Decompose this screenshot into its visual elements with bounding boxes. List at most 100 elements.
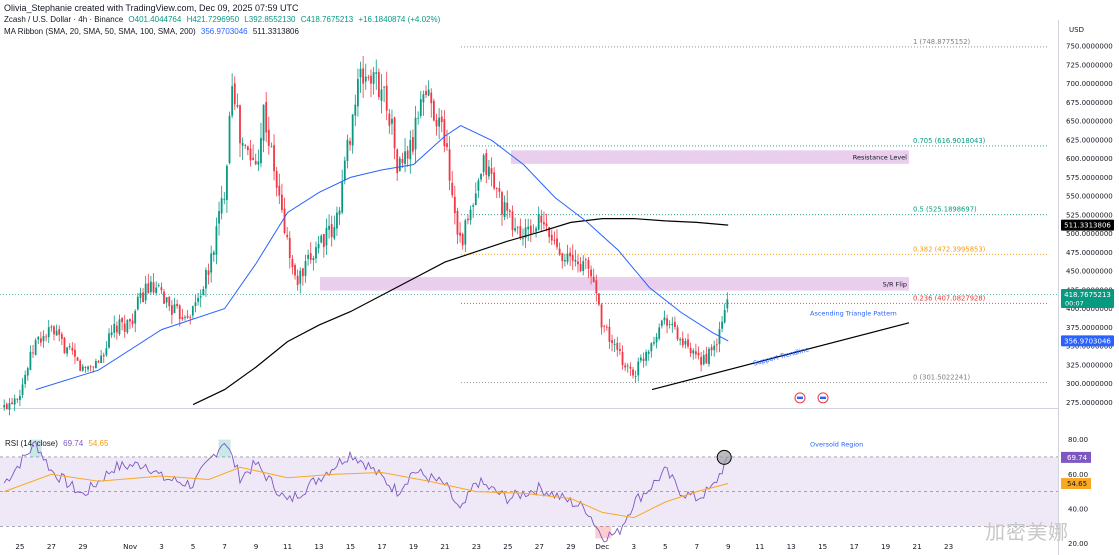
y-tick-label: 475.0000000	[1066, 249, 1113, 257]
y-tick-label: 275.0000000	[1066, 399, 1113, 407]
candle-body	[244, 145, 247, 147]
candle-body	[87, 366, 89, 370]
fib-label: 0 (301.5022241)	[913, 373, 971, 381]
candle-body	[47, 327, 50, 338]
candle-body	[694, 351, 697, 355]
candle-body	[357, 78, 359, 107]
low-value: L392.8552130	[244, 15, 296, 24]
rsi-overbought-fill	[218, 439, 231, 457]
x-tick-label: 7	[694, 542, 699, 551]
symbol-name[interactable]: Zcash / U.S. Dollar · 4h · Binance	[4, 15, 124, 24]
rsi-ma-line	[4, 466, 729, 519]
candle-body	[367, 76, 370, 78]
candle-body	[603, 325, 606, 327]
candle-body	[511, 211, 514, 231]
candle-body	[95, 360, 97, 369]
candle-body	[13, 398, 16, 405]
candle-body	[309, 253, 312, 260]
candle-body	[574, 259, 577, 262]
candle-body	[315, 247, 317, 259]
candle-body	[611, 340, 613, 344]
indicator-info: MA Ribbon (SMA, 20, SMA, 50, SMA, 100, S…	[4, 26, 1054, 38]
candle-body	[81, 366, 84, 371]
y-tick-label: 550.0000000	[1066, 193, 1113, 201]
candle-body	[330, 224, 333, 237]
candle-body	[136, 296, 139, 310]
candle-body	[160, 287, 163, 291]
candle-body	[506, 202, 509, 211]
candle-body	[477, 180, 480, 191]
x-tick-label: 19	[409, 542, 419, 551]
candle-body	[723, 309, 726, 323]
candle-body	[333, 227, 336, 239]
x-tick-label: 7	[222, 542, 227, 551]
candle-body	[286, 234, 289, 238]
candle-body	[254, 160, 257, 165]
candle-body	[498, 188, 501, 192]
candle-body	[501, 192, 503, 215]
price-tag	[1061, 219, 1114, 231]
candle-body	[170, 305, 173, 315]
candle-body	[5, 403, 8, 410]
candle-body	[26, 368, 29, 376]
rsi-title[interactable]: RSI (14, close)	[5, 439, 58, 448]
candle-body	[359, 68, 362, 78]
x-tick-label: 11	[283, 542, 292, 551]
symbol-info: Zcash / U.S. Dollar · 4h · Binance O401.…	[4, 14, 1054, 26]
candle-body	[231, 86, 234, 116]
candle-body	[92, 366, 95, 368]
candle-body	[134, 310, 137, 324]
candle-body	[168, 296, 171, 307]
y-tick-label: 600.0000000	[1066, 155, 1113, 163]
rsi-annotation: Oversold Region	[810, 441, 863, 449]
candle-body	[150, 281, 152, 293]
candle-body	[252, 157, 254, 160]
candle-body	[488, 166, 490, 177]
candle-body	[79, 360, 82, 371]
support-trendline	[651, 322, 910, 391]
candle-body	[157, 285, 160, 287]
candle-body	[639, 357, 642, 361]
candle-body	[710, 347, 713, 351]
candle-body	[464, 220, 467, 245]
candle-body	[650, 343, 653, 352]
y-tick-label: 325.0000000	[1066, 361, 1113, 369]
x-tick-label: 21	[440, 542, 449, 551]
candle-body	[283, 208, 286, 234]
candle-body	[341, 181, 344, 213]
candle-body	[63, 337, 66, 354]
price-tag-label: 418.7675213	[1064, 291, 1111, 299]
open-value: O401.4044764	[128, 15, 182, 24]
rsi-value-tag-label: 69.74	[1067, 454, 1088, 462]
candle-body	[409, 140, 412, 160]
candle-body	[645, 352, 647, 361]
zone-label: S/R Flip	[883, 280, 907, 288]
x-tick-label: 13	[787, 542, 796, 551]
candle-body	[613, 344, 616, 345]
candle-body	[50, 326, 53, 328]
candle-body	[440, 116, 443, 123]
candle-body	[144, 283, 147, 301]
candle-body	[343, 160, 346, 181]
candle-body	[385, 85, 388, 111]
candle-body	[608, 326, 611, 342]
candle-body	[535, 228, 537, 232]
candle-body	[600, 304, 603, 328]
candle-body	[380, 89, 383, 101]
candle-body	[540, 215, 543, 223]
y-tick-label: 525.0000000	[1066, 211, 1113, 219]
candle-body	[257, 161, 260, 165]
candle-body	[110, 332, 113, 336]
indicator-name[interactable]: MA Ribbon (SMA, 20, SMA, 50, SMA, 100, S…	[4, 27, 196, 36]
candle-body	[692, 350, 695, 354]
candle-body	[548, 227, 551, 237]
x-tick-label: 9	[726, 542, 731, 551]
candle-body	[417, 117, 420, 119]
candle-body	[522, 238, 524, 240]
y-tick-label: 700.0000000	[1066, 80, 1113, 88]
candle-body	[642, 358, 645, 362]
candle-body	[388, 113, 391, 126]
candle-body	[571, 254, 574, 261]
candle-body	[89, 366, 92, 368]
